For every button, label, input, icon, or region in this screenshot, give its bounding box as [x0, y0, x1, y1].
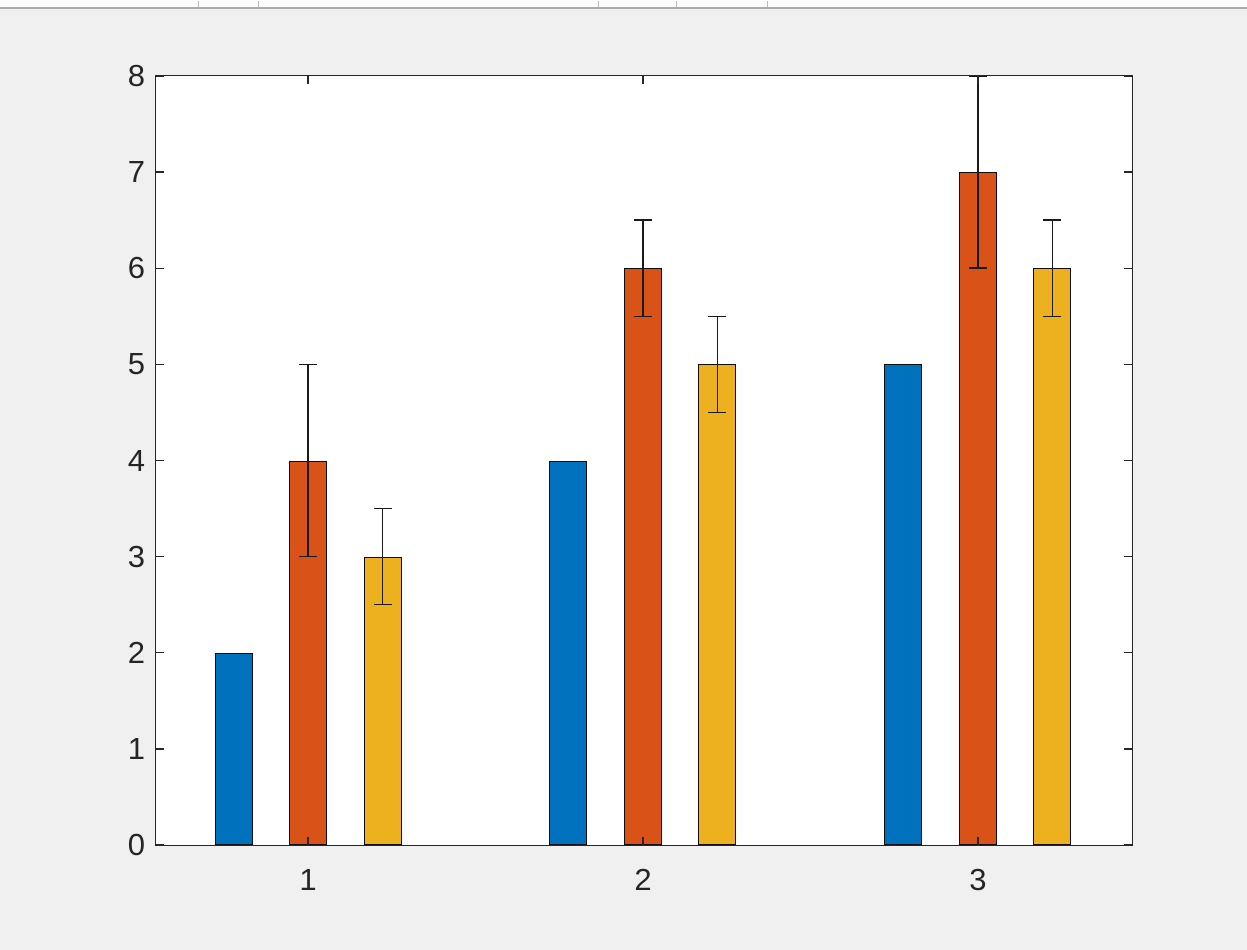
x-tick-label: 2 — [634, 862, 652, 897]
x-axis-tick-top — [977, 76, 979, 84]
y-tick-label: 3 — [127, 538, 145, 574]
x-axis-tick-top — [642, 76, 644, 84]
error-bar-cap-bottom — [299, 555, 318, 558]
toolbar-sliver — [0, 0, 1247, 9]
x-axis-tick-bottom — [307, 837, 309, 845]
x-tick-label: 1 — [299, 862, 317, 897]
y-tick-label: 0 — [127, 827, 145, 862]
y-axis-tick-right — [1124, 555, 1132, 558]
error-bar-cap-top — [708, 315, 727, 318]
y-tick-label: 5 — [127, 346, 145, 382]
y-axis-tick-right — [1124, 75, 1132, 77]
toolbar-separator — [258, 1, 259, 7]
x-axis-tick-top — [307, 76, 309, 84]
y-axis-tick-right — [1124, 748, 1132, 750]
error-bar-line — [977, 76, 979, 269]
figure-canvas: 0 1 2 3 4 5 6 7 8 1 2 3 — [0, 9, 1247, 950]
bar-series-2-orange-group-3 — [958, 172, 997, 845]
error-bar-cap-bottom — [633, 315, 652, 318]
bar-series-2-orange-group-2 — [623, 268, 662, 845]
bar-series-1-blue-group-1 — [214, 652, 253, 845]
x-axis-tick-bottom — [642, 837, 644, 845]
toolbar-separator — [198, 1, 199, 7]
error-bar-line — [381, 508, 384, 605]
error-bar-cap-top — [1043, 219, 1062, 221]
error-bar-line — [1051, 220, 1054, 317]
y-axis-tick-right — [1124, 363, 1132, 366]
bar-series-1-blue-group-3 — [884, 364, 923, 845]
bar-series-3-yellow-group-3 — [1033, 268, 1072, 845]
toolbar-separator — [767, 1, 768, 7]
y-axis-tick-right — [1124, 652, 1132, 654]
error-bar-line — [716, 316, 719, 413]
y-tick-label: 7 — [127, 154, 145, 190]
y-axis-tick-right — [1124, 459, 1132, 462]
y-axis-tick-left — [156, 748, 164, 750]
y-axis-tick-left — [156, 75, 164, 77]
x-axis-tick-bottom — [977, 837, 979, 845]
y-axis-tick-left — [156, 267, 164, 269]
error-bar-cap-top — [299, 363, 318, 366]
error-bar-cap-bottom — [708, 411, 727, 414]
y-axis-tick-left — [156, 844, 164, 846]
bar-series-1-blue-group-2 — [549, 460, 588, 845]
x-tick-label: 3 — [969, 862, 987, 897]
y-tick-label: 1 — [127, 730, 145, 766]
y-axis-tick-left — [156, 555, 164, 558]
y-axis-tick-left — [156, 652, 164, 654]
toolbar-separator — [598, 1, 599, 7]
error-bar-cap-bottom — [373, 603, 392, 606]
bar-series-3-yellow-group-2 — [698, 364, 737, 845]
error-bar-cap-bottom — [968, 267, 987, 270]
error-bar-line — [642, 220, 644, 317]
y-tick-label: 4 — [127, 442, 145, 478]
error-bar-cap-bottom — [1043, 315, 1062, 318]
error-bar-line — [307, 364, 309, 557]
toolbar-separator — [676, 1, 677, 7]
y-axis-tick-right — [1124, 171, 1132, 173]
y-tick-label: 8 — [127, 58, 145, 93]
y-axis-tick-right — [1124, 267, 1132, 269]
y-axis-tick-left — [156, 459, 164, 462]
y-axis-tick-left — [156, 171, 164, 173]
error-bar-cap-top — [633, 219, 652, 221]
y-tick-label: 6 — [127, 250, 145, 286]
y-tick-label: 2 — [127, 634, 145, 670]
y-axis-tick-left — [156, 363, 164, 366]
y-axis-tick-right — [1124, 844, 1132, 846]
error-bar-cap-top — [373, 507, 392, 510]
plot-area — [155, 75, 1133, 846]
